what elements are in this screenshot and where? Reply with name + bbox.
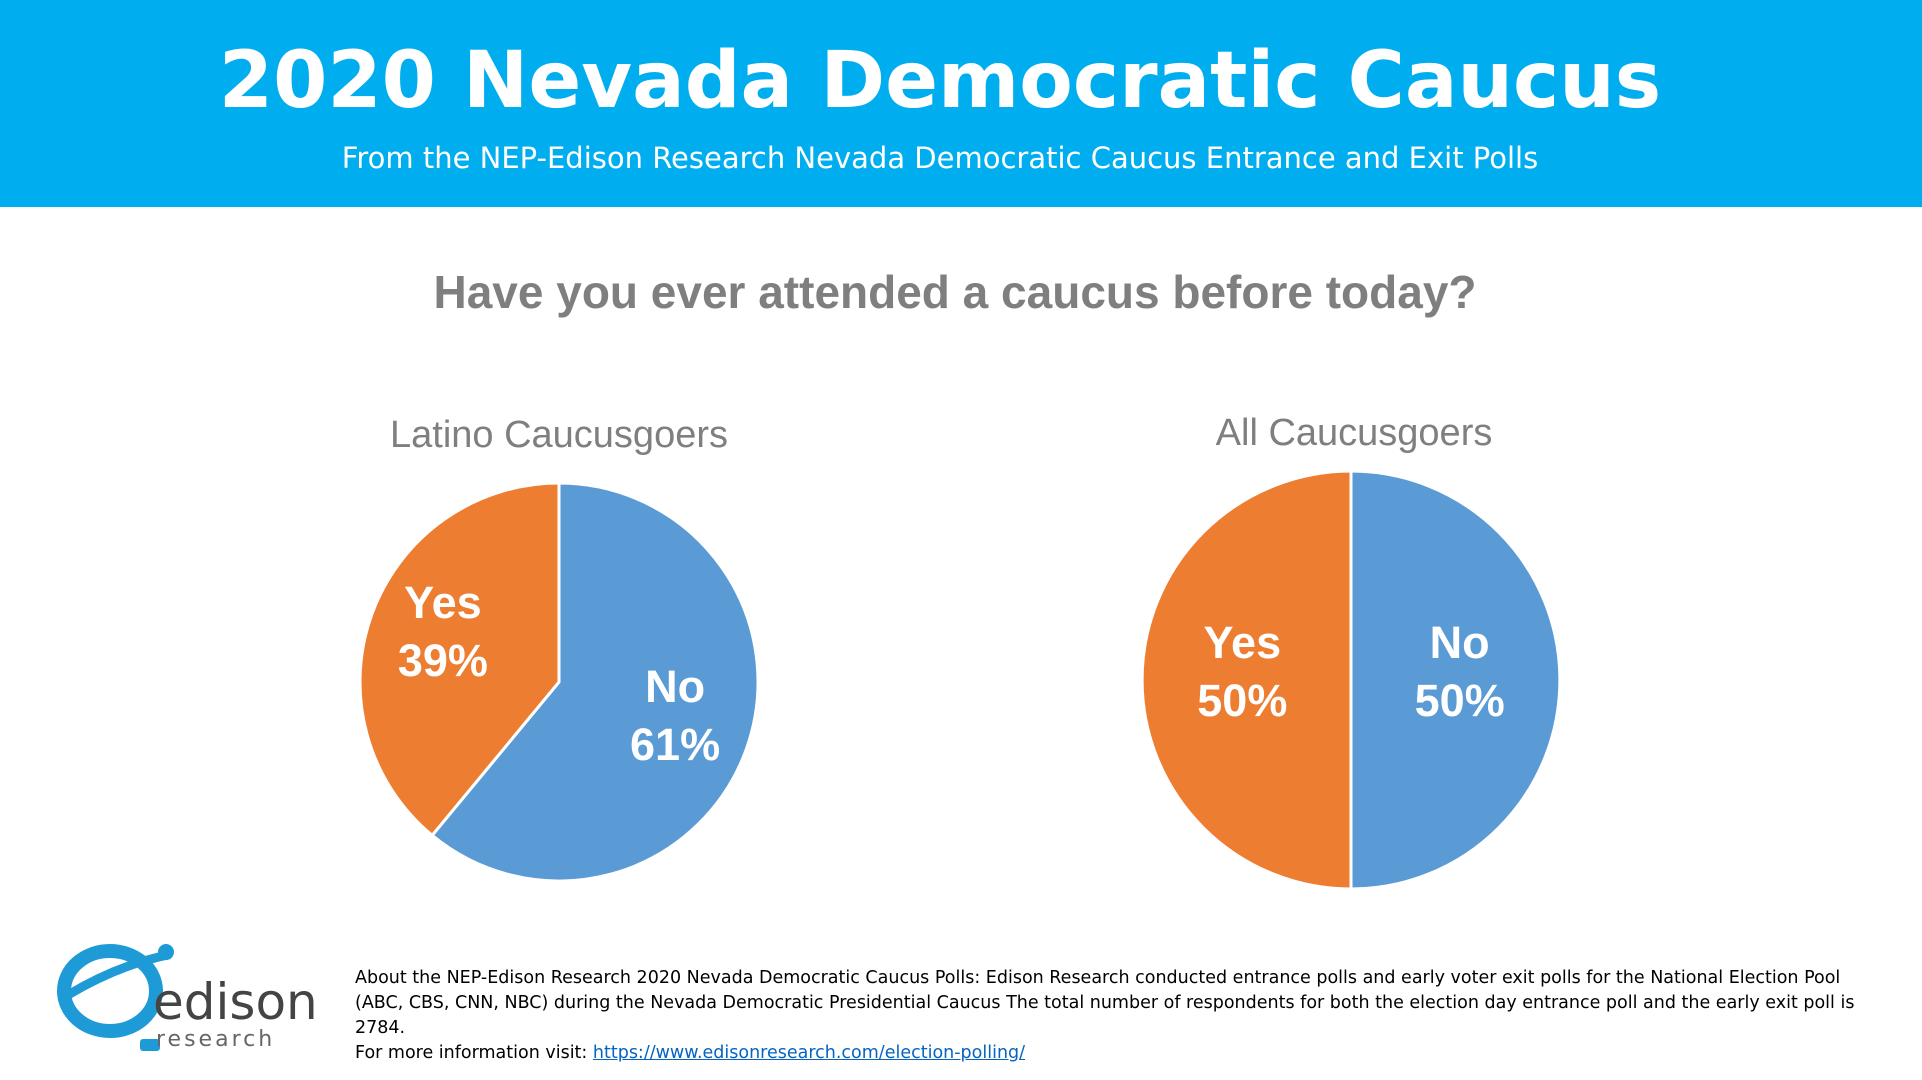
- pie-0-slice-yes: [358, 481, 561, 838]
- header-banner: 2020 Nevada Democratic Caucus From the N…: [0, 0, 1922, 207]
- pie-1-slice-no-label: No: [1430, 617, 1490, 668]
- page-subtitle: From the NEP-Edison Research Nevada Demo…: [341, 141, 1539, 175]
- chart-title-all: All Caucusgoers: [1215, 412, 1493, 454]
- about-line-1: About the NEP-Edison Research 2020 Nevad…: [355, 968, 1841, 988]
- survey-question: Have you ever attended a caucus before t…: [433, 266, 1477, 318]
- logo-sub: research: [156, 1027, 275, 1052]
- page-title: 2020 Nevada Democratic Caucus: [218, 36, 1662, 126]
- about-line-3: For more information visit: https://www.…: [355, 1041, 1905, 1066]
- about-line-2: (ABC, CBS, CNN, NBC) during the Nevada D…: [355, 993, 1855, 1038]
- pie-1-slice-yes-label: Yes: [1204, 617, 1282, 668]
- pie-1-slice-no: [1349, 469, 1562, 891]
- pie-1-slice-no-value: 50%: [1415, 675, 1505, 726]
- pie-0-slice-no-label: No: [645, 661, 705, 712]
- chart-title-latino: Latino Caucusgoers: [390, 414, 728, 456]
- pie-0-slice-no: [430, 481, 760, 883]
- pie-0-slice-yes-label: Yes: [404, 577, 482, 628]
- logo-swirl-icon: [57, 944, 174, 1051]
- pie-1-slice-yes-value: 50%: [1197, 675, 1287, 726]
- pie-0-slice-yes-value: 39%: [398, 635, 488, 686]
- edison-research-logo: edison research: [57, 944, 318, 1052]
- pie-0-slice-no-value: 61%: [630, 719, 720, 770]
- logo-word: edison: [153, 973, 318, 1031]
- pie-1-slice-yes: [1140, 469, 1353, 891]
- election-polling-link[interactable]: https://www.edisonresearch.com/election-…: [592, 1043, 1026, 1063]
- about-prefix: For more information visit:: [355, 1043, 593, 1063]
- about-note: About the NEP-Edison Research 2020 Nevad…: [355, 966, 1905, 1066]
